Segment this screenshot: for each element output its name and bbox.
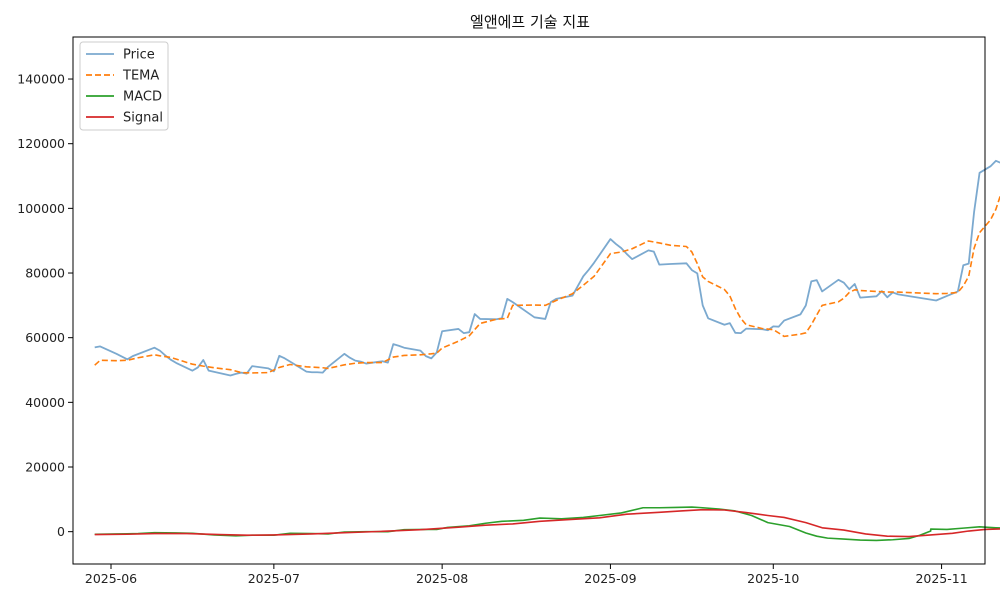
legend-label-signal: Signal (123, 111, 163, 126)
legend-label-macd: MACD (123, 90, 162, 105)
y-tick-label: 80000 (25, 266, 65, 281)
y-tick-label: 0 (57, 524, 65, 539)
series-line-signal (94, 508, 1000, 538)
legend-label-price: Price (123, 48, 155, 63)
series-line-tema (94, 194, 1000, 374)
x-tick-label: 2025-06 (85, 571, 137, 586)
legend-box (79, 41, 169, 131)
series-line-price (94, 159, 1000, 377)
y-tick-label: 100000 (17, 201, 65, 216)
x-tick-label: 2025-11 (915, 571, 967, 586)
x-tick-label: 2025-08 (416, 571, 468, 586)
legend-label-tema: TEMA (122, 69, 159, 84)
x-tick-label: 2025-09 (584, 571, 636, 586)
chart-title: 엘앤에프 기술 지표 (470, 13, 590, 31)
y-tick-label: 40000 (25, 395, 65, 410)
x-tick-label: 2025-10 (747, 571, 799, 586)
y-tick-label: 60000 (25, 330, 65, 345)
legend: Price TEMA MACD Signal (79, 41, 169, 131)
plot-area (94, 159, 1000, 542)
x-axis: 2025-06 2025-07 2025-08 2025-09 2025-10 2025-… (85, 564, 968, 586)
y-tick-label: 120000 (17, 136, 65, 151)
y-tick-label: 20000 (25, 460, 65, 475)
y-tick-label: 140000 (17, 72, 65, 87)
axes-frame (72, 36, 986, 565)
y-axis: 0 20000 40000 60000 80000 100000 120000 140000 (17, 72, 73, 539)
x-tick-label: 2025-07 (248, 571, 300, 586)
